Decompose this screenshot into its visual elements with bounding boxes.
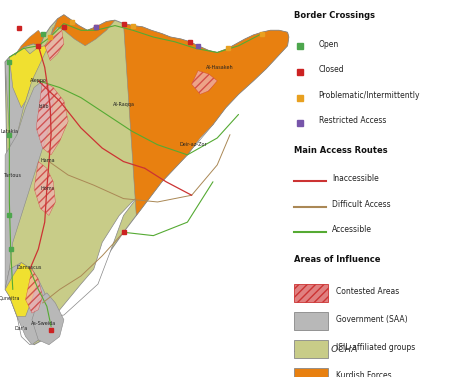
Polygon shape xyxy=(45,30,64,61)
Polygon shape xyxy=(36,81,68,155)
FancyBboxPatch shape xyxy=(294,368,328,377)
Text: Hama: Hama xyxy=(40,158,55,163)
Text: Al-Raqqa: Al-Raqqa xyxy=(112,102,135,107)
Polygon shape xyxy=(191,70,217,94)
Text: Contested Areas: Contested Areas xyxy=(336,287,399,296)
Text: Quneitra: Quneitra xyxy=(0,295,20,300)
Text: Areas of Influence: Areas of Influence xyxy=(294,255,380,264)
Text: As-Sweida: As-Sweida xyxy=(31,321,56,326)
Text: Closed: Closed xyxy=(319,65,344,74)
Polygon shape xyxy=(15,30,44,55)
FancyBboxPatch shape xyxy=(294,312,328,330)
Text: Main Access Routes: Main Access Routes xyxy=(294,146,388,155)
Text: Kurdish Forces: Kurdish Forces xyxy=(336,371,391,377)
Polygon shape xyxy=(5,262,38,316)
Text: Homs: Homs xyxy=(41,186,55,191)
Text: Open: Open xyxy=(319,40,339,49)
Polygon shape xyxy=(50,15,115,46)
FancyBboxPatch shape xyxy=(294,340,328,359)
Text: Accessible: Accessible xyxy=(332,225,372,234)
Text: Al-Hasakeh: Al-Hasakeh xyxy=(206,65,233,70)
Polygon shape xyxy=(9,27,53,108)
Polygon shape xyxy=(17,94,226,345)
Text: Deir-az-Zor: Deir-az-Zor xyxy=(180,142,208,147)
Text: Damascus: Damascus xyxy=(16,265,42,270)
Text: ISIL-affiliated groups: ISIL-affiliated groups xyxy=(336,343,415,352)
Polygon shape xyxy=(5,262,49,345)
Text: Idlib: Idlib xyxy=(38,104,49,109)
Polygon shape xyxy=(34,162,55,215)
Polygon shape xyxy=(5,47,34,155)
Text: Restricted Access: Restricted Access xyxy=(319,116,386,126)
Text: Dar'a: Dar'a xyxy=(15,326,28,331)
Polygon shape xyxy=(5,81,53,290)
Polygon shape xyxy=(32,293,64,345)
FancyBboxPatch shape xyxy=(294,284,328,302)
Text: Difficult Access: Difficult Access xyxy=(332,200,391,209)
Polygon shape xyxy=(26,269,43,313)
Polygon shape xyxy=(124,24,289,215)
Text: Government (SAA): Government (SAA) xyxy=(336,315,407,324)
Text: Latakia: Latakia xyxy=(0,129,18,134)
Text: Problematic/Intermittently: Problematic/Intermittently xyxy=(319,91,420,100)
Polygon shape xyxy=(5,15,289,345)
Text: Tartous: Tartous xyxy=(3,173,21,178)
Text: Aleppo: Aleppo xyxy=(30,78,47,83)
Text: Source: OCHA: Source: OCHA xyxy=(294,345,357,354)
Text: Inaccessible: Inaccessible xyxy=(332,174,379,183)
Text: Border Crossings: Border Crossings xyxy=(294,11,375,20)
